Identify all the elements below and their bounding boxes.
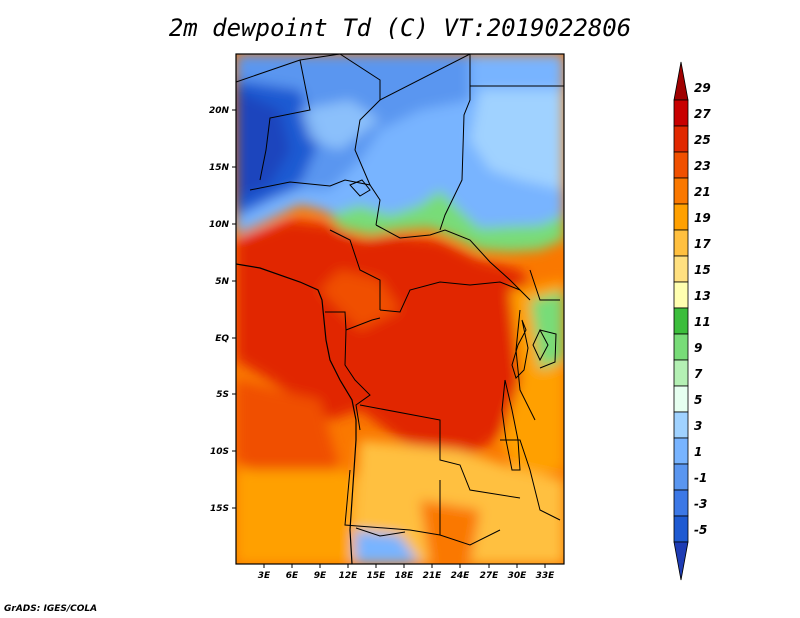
lon-label: 9E — [314, 571, 327, 581]
lon-label: 30E — [508, 571, 528, 581]
map-frame — [235, 53, 565, 565]
colorbar: 29 27 25 23 21 19 17 15 13 11 9 7 5 3 1 -1 -3 -5 — [673, 61, 711, 581]
lat-label: 10N — [209, 220, 230, 230]
lon-label: 21E — [423, 571, 443, 581]
colorbar-swatch — [673, 359, 689, 387]
grads-credit: GrADS: IGES/COLA — [4, 604, 98, 614]
colorbar-swatch — [673, 125, 689, 153]
colorbar-label: 25 — [694, 133, 711, 147]
colorbar-label: 3 — [694, 419, 702, 433]
colorbar-swatch — [673, 437, 689, 465]
colorbar-label: 17 — [694, 237, 711, 251]
lat-label: 15N — [209, 163, 230, 173]
colorbar-swatch — [673, 177, 689, 205]
colorbar-label: -1 — [694, 471, 707, 485]
lat-label: 15S — [210, 504, 229, 514]
colorbar-label: 15 — [694, 263, 711, 277]
colorbar-label: 21 — [694, 185, 711, 199]
colorbar-swatch — [673, 463, 689, 491]
colorbar-swatch — [673, 61, 689, 101]
lat-label: 20N — [209, 106, 230, 116]
colorbar-swatch — [673, 307, 689, 335]
colorbar-swatch — [673, 541, 689, 581]
lat-label: EQ — [215, 334, 229, 344]
colorbar-label: 11 — [694, 315, 711, 329]
colorbar-label: -5 — [694, 523, 707, 537]
colorbar-label: 1 — [694, 445, 702, 459]
colorbar-label: -3 — [694, 497, 707, 511]
lat-label: 5N — [215, 277, 229, 287]
colorbar-swatch — [673, 281, 689, 309]
lat-label: 5S — [216, 390, 229, 400]
colorbar-label: 23 — [694, 159, 711, 173]
colorbar-swatch — [673, 203, 689, 231]
colorbar-swatch — [673, 255, 689, 283]
colorbar-label: 29 — [694, 81, 711, 95]
colorbar-swatch — [673, 229, 689, 257]
lon-label: 6E — [286, 571, 299, 581]
colorbar-swatch — [673, 515, 689, 543]
lat-label: 10S — [210, 447, 229, 457]
lon-label: 18E — [395, 571, 415, 581]
lon-label: 12E — [339, 571, 359, 581]
colorbar-swatch — [673, 411, 689, 439]
dewpoint-field — [236, 54, 564, 564]
colorbar-swatch — [673, 99, 689, 127]
colorbar-label: 5 — [694, 393, 702, 407]
lon-axis: 3E 6E 9E 12E 15E 18E 21E 24E 27E 30E 33E — [258, 564, 555, 581]
colorbar-label: 19 — [694, 211, 711, 225]
colorbar-label: 13 — [694, 289, 711, 303]
lat-axis: 20N 15N 10N 5N EQ 5S 10S 15S — [209, 106, 236, 514]
colorbar-swatch — [673, 151, 689, 179]
lon-label: 27E — [480, 571, 500, 581]
lon-label: 33E — [536, 571, 556, 581]
map-title: 2m dewpoint Td (C) VT:2019022806 — [168, 14, 632, 42]
colorbar-label: 9 — [694, 341, 702, 355]
colorbar-swatch — [673, 333, 689, 361]
lon-label: 3E — [258, 571, 271, 581]
colorbar-label: 7 — [694, 367, 703, 381]
colorbar-label: 27 — [694, 107, 711, 121]
colorbar-swatch — [673, 489, 689, 517]
colorbar-swatch — [673, 385, 689, 413]
lon-label: 15E — [367, 571, 387, 581]
lon-label: 24E — [451, 571, 471, 581]
